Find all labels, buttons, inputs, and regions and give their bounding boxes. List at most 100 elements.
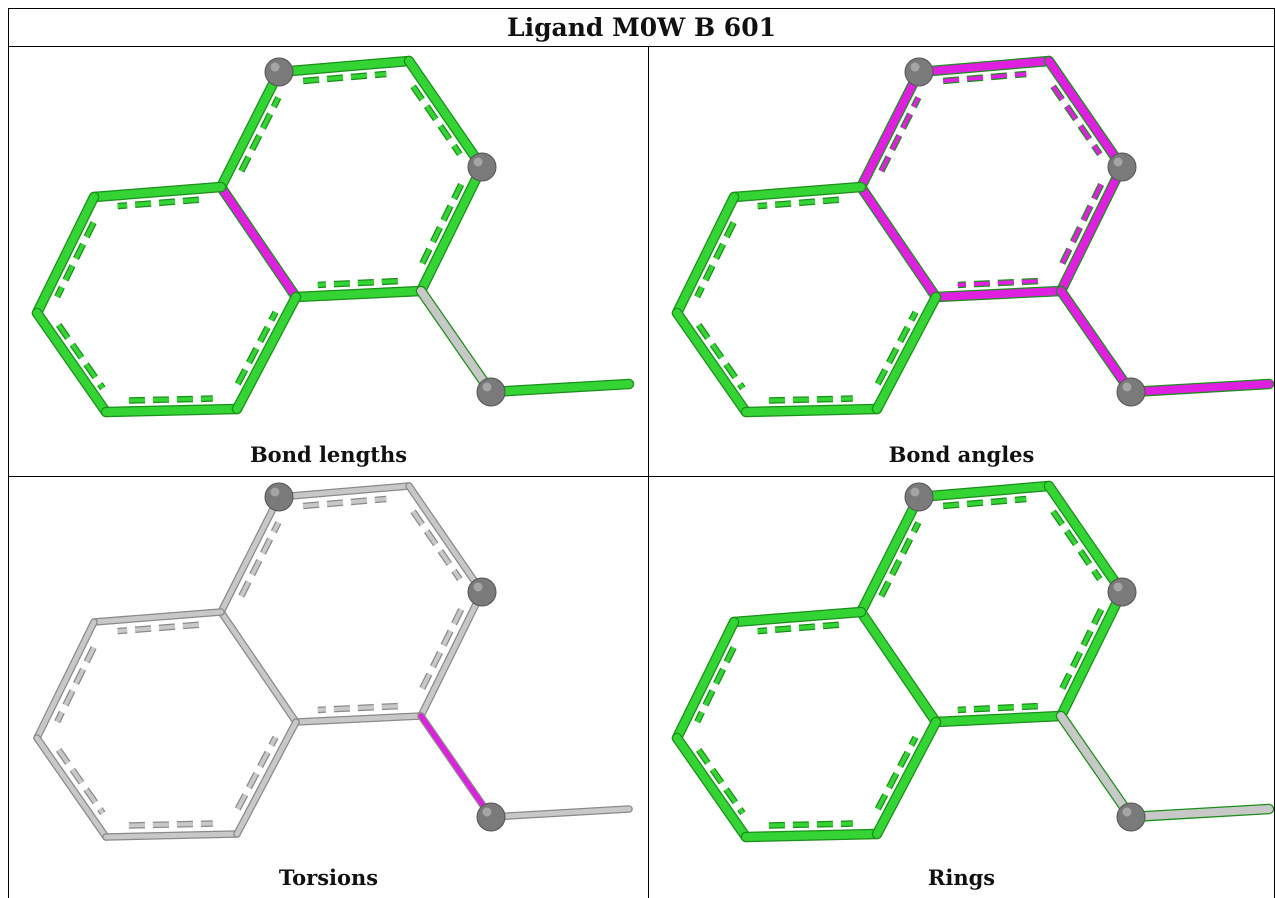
bond [91,609,224,625]
atom-sphere [1116,377,1146,407]
bond [275,57,413,76]
aromatic-dash [239,96,281,173]
panel-bond-lengths: Bond lengths [9,47,648,476]
grid-top [8,8,1275,9]
bond [102,405,241,416]
panel-bond-angles: Bond angles [649,47,1274,476]
bond [406,483,485,595]
bond [873,718,940,838]
aromatic-dash [317,279,398,287]
aromatic-dash [128,821,213,828]
atom-highlight [1113,157,1123,167]
aromatic-dash [957,279,1038,287]
bond [1057,588,1126,720]
aromatic-dash [876,311,918,385]
bond [1127,805,1273,821]
bond [1045,482,1126,596]
bond [915,482,1053,501]
table-title: Ligand M0W B 601 [507,12,776,42]
atom-highlight [910,62,920,72]
aromatic-dash [317,704,398,712]
aromatic-dash [757,622,840,634]
bond [742,405,881,416]
atom-highlight [473,157,483,167]
aromatic-dash [757,197,840,209]
molecule-rings [671,480,1274,843]
bond [276,483,412,500]
bond [417,163,486,295]
aromatic-dash [57,748,105,815]
aromatic-dash [302,71,387,83]
aromatic-dash [695,221,736,298]
grid-below-title [8,46,1275,47]
atom-sphere [476,377,506,407]
atom-highlight [1122,807,1132,817]
bond [90,183,225,201]
bond [405,57,486,171]
bond [234,719,299,837]
aromatic-dash [117,197,200,209]
bond [1057,712,1135,821]
bond [730,183,865,201]
atom-highlight [910,487,920,497]
aromatic-dash [942,496,1027,508]
bond [673,618,738,742]
bond [33,193,98,317]
caption-bond-angles: Bond angles [888,442,1035,467]
atom-sphere [1116,802,1146,832]
molecule-torsions [33,482,633,841]
bond [218,494,282,615]
atom-sphere [1107,152,1137,182]
caption-rings: Rings [927,865,996,890]
atom-sphere [476,802,506,832]
aromatic-dash [1060,183,1103,265]
aromatic-dash [942,71,1027,83]
bond [857,183,940,301]
bond [857,493,923,616]
atom-highlight [1122,382,1132,392]
bond [873,293,940,413]
caption-bond-lengths: Bond lengths [249,442,408,467]
grid-middle [648,46,649,898]
grid-left [8,8,9,898]
aromatic-dash [879,521,921,598]
atom-highlight [482,807,492,817]
bond [915,57,1053,76]
bond [418,713,494,820]
aromatic-dash [239,521,281,598]
bond [742,830,881,841]
bond [857,608,940,726]
aromatic-dash [697,323,745,390]
aromatic-dash [57,323,105,390]
atom-highlight [473,582,483,592]
atom-highlight [482,382,492,392]
bond [34,735,109,840]
molecule-bond-lengths [31,55,635,418]
atom-sphere [1107,577,1137,607]
aromatic-dash [876,736,918,810]
atom-sphere [904,57,934,87]
bond [1057,287,1135,396]
panel-rings: Rings [649,477,1274,898]
bond [217,183,300,301]
aromatic-dash [697,748,745,815]
aromatic-dash [128,396,213,403]
bond [673,309,750,416]
bond [218,609,299,725]
atom-sphere [264,482,294,512]
bond [673,734,750,841]
bond [857,68,923,191]
bond [217,68,283,191]
aromatic-dash [695,646,736,723]
bond [1045,57,1126,171]
panel-torsions: Torsions [9,477,648,898]
atom-highlight [1113,582,1123,592]
bond [34,619,97,741]
bond [233,293,300,413]
aromatic-dash [302,496,387,508]
bond [932,287,1065,301]
bond [488,806,632,820]
aromatic-dash [117,622,200,634]
bond [673,193,738,317]
atom-highlight [270,62,280,72]
